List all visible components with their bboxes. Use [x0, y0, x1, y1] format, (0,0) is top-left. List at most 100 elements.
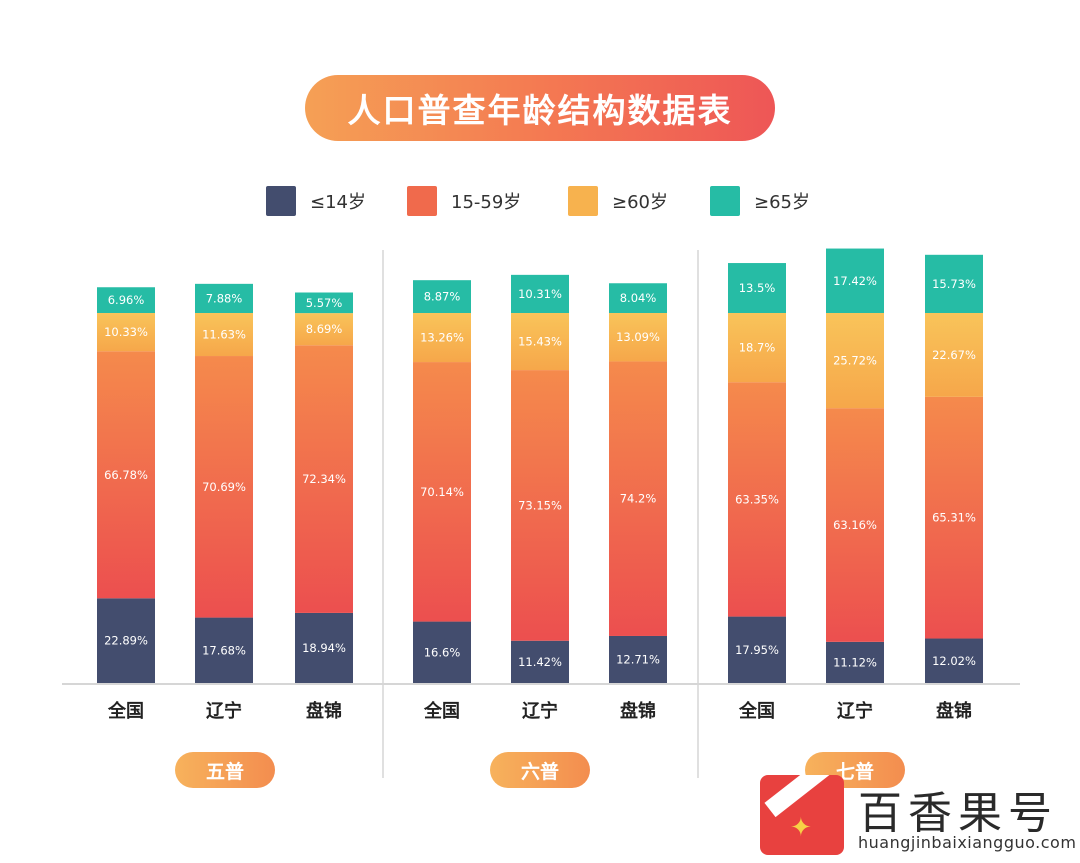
data-label-15-59: 74.2% [620, 492, 657, 506]
group-label-5th-census: 五普 [175, 752, 275, 788]
data-label-60-plus: 11.63% [202, 328, 246, 342]
bar-segment-60-plus [925, 313, 983, 397]
data-label-15-59: 73.15% [518, 498, 562, 512]
category-tick-label: 盘锦 [306, 700, 342, 722]
bar-segment-under-14 [195, 617, 253, 683]
bar-segment-60-plus [728, 313, 786, 383]
data-label-60-plus: 15.43% [518, 335, 562, 349]
data-label-under-14: 12.71% [616, 652, 660, 666]
bar-segment-65-plus [413, 280, 471, 313]
bar-segment-15-59 [195, 356, 253, 618]
data-label-60-plus: 25.72% [833, 354, 877, 368]
watermark-logo: ✦ 百香果号 huangjinbaixiangguo.com [760, 775, 1080, 863]
legend-swatch-15-59 [407, 186, 437, 216]
data-label-under-14: 16.6% [424, 645, 461, 659]
group-label-6th-census: 六普 [490, 752, 590, 788]
bar-segment-65-plus [511, 274, 569, 313]
bar-segment-60-plus [826, 313, 884, 409]
data-label-under-14: 11.42% [518, 655, 562, 669]
bar-segment-15-59 [97, 351, 155, 599]
data-label-60-plus: 8.69% [306, 322, 343, 336]
bar-segment-60-plus [413, 313, 471, 363]
category-tick-label: 辽宁 [837, 700, 873, 722]
data-label-60-plus: 22.67% [932, 348, 976, 362]
bar-segment-60-plus [295, 313, 353, 346]
bar-segment-under-14 [609, 635, 667, 683]
bar-segment-65-plus [195, 283, 253, 313]
passion-fruit-logo-icon: ✦ [760, 775, 844, 855]
bar-segment-60-plus [97, 313, 155, 352]
bar-segment-65-plus [728, 263, 786, 313]
bar-segment-60-plus [195, 313, 253, 357]
bar-segment-65-plus [295, 292, 353, 314]
group-label-7th-census: 七普 [805, 752, 905, 788]
data-label-65-plus: 17.42% [833, 274, 877, 288]
category-tick-label: 盘锦 [620, 700, 656, 722]
watermark-name: 百香果号 [858, 788, 1058, 839]
category-tick-label: 辽宁 [206, 700, 242, 722]
legend-swatch-65-plus [710, 186, 740, 216]
bar-segment-65-plus [609, 283, 667, 313]
data-label-15-59: 70.69% [202, 480, 246, 494]
data-label-65-plus: 6.96% [108, 293, 145, 307]
data-label-15-59: 66.78% [104, 468, 148, 482]
bar-segment-15-59 [413, 362, 471, 622]
legend-item-15-59: 15-59岁 [407, 185, 521, 217]
legend: ≤14岁 15-59岁 ≥60岁 ≥65岁 [0, 185, 1080, 217]
legend-label-15-59: 15-59岁 [451, 192, 522, 213]
watermark-url: huangjinbaixiangguo.com [858, 833, 1077, 852]
data-label-65-plus: 15.73% [932, 277, 976, 291]
data-label-60-plus: 10.33% [104, 325, 148, 339]
data-label-15-59: 63.35% [735, 492, 779, 506]
bar-segment-under-14 [511, 640, 569, 683]
data-label-65-plus: 8.87% [424, 290, 461, 304]
bar-segment-15-59 [609, 361, 667, 636]
data-label-15-59: 70.14% [420, 485, 464, 499]
category-tick-label: 全国 [738, 700, 775, 722]
data-label-15-59: 72.34% [302, 472, 346, 486]
data-label-60-plus: 13.26% [420, 331, 464, 345]
data-label-under-14: 22.89% [104, 634, 148, 648]
bar-segment-65-plus [826, 248, 884, 313]
bar-segment-under-14 [728, 616, 786, 683]
bar-segment-15-59 [295, 345, 353, 613]
bar-segment-under-14 [295, 612, 353, 683]
legend-label-60-plus: ≥60岁 [612, 192, 668, 213]
bar-segment-15-59 [925, 396, 983, 639]
data-label-15-59: 65.31% [932, 511, 976, 525]
legend-swatch-under-14 [266, 186, 296, 216]
category-tick-label: 辽宁 [522, 700, 558, 722]
data-label-under-14: 17.95% [735, 643, 779, 657]
data-label-65-plus: 13.5% [739, 281, 776, 295]
category-tick-label: 全国 [423, 700, 460, 722]
data-label-65-plus: 7.88% [206, 291, 243, 305]
legend-item-65-plus: ≥65岁 [710, 185, 810, 217]
data-label-60-plus: 18.7% [739, 341, 776, 355]
bar-segment-60-plus [609, 313, 667, 362]
bar-segment-under-14 [826, 641, 884, 683]
category-tick-label: 盘锦 [936, 700, 972, 722]
data-label-65-plus: 8.04% [620, 291, 657, 305]
data-label-under-14: 18.94% [302, 641, 346, 655]
bar-segment-15-59 [826, 408, 884, 642]
bar-segment-65-plus [925, 254, 983, 313]
chart-title: 人口普查年龄结构数据表 [305, 75, 775, 141]
bar-segment-under-14 [413, 621, 471, 683]
bar-segment-60-plus [511, 313, 569, 371]
bar-segment-under-14 [925, 638, 983, 683]
data-label-65-plus: 5.57% [306, 296, 343, 310]
data-label-60-plus: 13.09% [616, 330, 660, 344]
bar-segment-65-plus [97, 287, 155, 313]
data-label-under-14: 12.02% [932, 654, 976, 668]
data-label-15-59: 63.16% [833, 518, 877, 532]
data-label-under-14: 11.12% [833, 655, 877, 669]
data-label-65-plus: 10.31% [518, 287, 562, 301]
bar-segment-15-59 [728, 382, 786, 617]
data-label-under-14: 17.68% [202, 643, 246, 657]
bar-segment-15-59 [511, 370, 569, 641]
legend-item-60-plus: ≥60岁 [568, 185, 668, 217]
legend-label-65-plus: ≥65岁 [754, 192, 810, 213]
bar-segment-under-14 [97, 598, 155, 683]
category-tick-label: 全国 [107, 700, 144, 722]
